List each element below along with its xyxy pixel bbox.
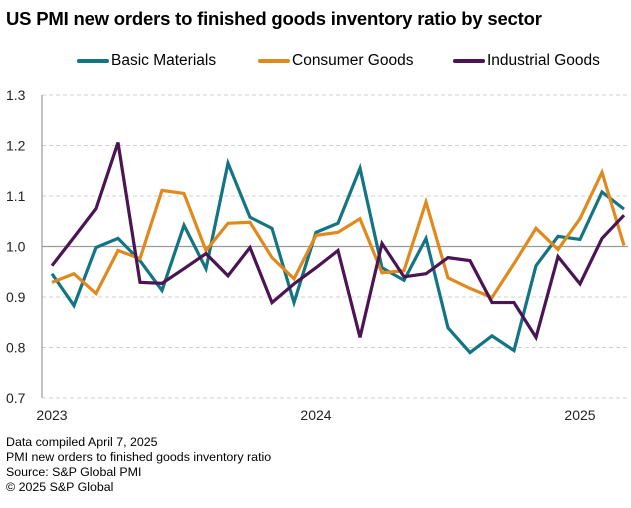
y-tick-label: 1.1 <box>6 188 26 204</box>
legend-swatch-consumer-goods <box>258 59 290 63</box>
legend-label-basic-materials: Basic Materials <box>111 52 217 69</box>
chart-title: US PMI new orders to finished goods inve… <box>6 8 542 29</box>
series-line-industrial-goods <box>50 141 626 342</box>
series-line-consumer-goods <box>51 167 626 300</box>
legend-label-consumer-goods: Consumer Goods <box>292 52 414 69</box>
footer-copyright: © 2025 S&P Global <box>6 480 114 494</box>
y-tick-label: 0.7 <box>6 390 26 406</box>
footer-notes: Data compiled April 7, 2025 PMI new orde… <box>6 435 271 495</box>
series-line-basic-materials <box>50 157 625 355</box>
y-tick-label: 1.3 <box>6 87 26 103</box>
legend-swatch-industrial-goods <box>453 59 485 63</box>
line-chart: 1.3 1.2 1.1 1.0 0.9 0.8 0.7 2023 2024 2025 <box>6 87 628 423</box>
y-tick-label: 0.9 <box>6 289 26 305</box>
legend-label-industrial-goods: Industrial Goods <box>487 52 600 69</box>
y-tick-label: 1.0 <box>6 239 26 255</box>
x-tick-label: 2024 <box>300 407 331 423</box>
y-tick-label: 1.2 <box>6 138 26 154</box>
series-lines <box>50 141 626 355</box>
legend-item-industrial-goods: Industrial Goods <box>453 52 600 70</box>
legend-swatch-basic-materials <box>77 59 109 63</box>
x-axis-ticks: 2023 2024 2025 <box>36 407 595 423</box>
y-axis-ticks: 1.3 1.2 1.1 1.0 0.9 0.8 0.7 <box>6 87 26 406</box>
y-tick-label: 0.8 <box>6 340 26 356</box>
footer-description: PMI new orders to finished goods invento… <box>6 450 272 464</box>
legend: Basic Materials Consumer Goods Industria… <box>0 52 631 72</box>
footer-source: Source: S&P Global PMI <box>6 465 142 479</box>
legend-item-basic-materials: Basic Materials <box>77 52 216 70</box>
footer-data-compiled: Data compiled April 7, 2025 <box>6 435 158 449</box>
x-tick-label: 2023 <box>36 407 67 423</box>
legend-item-consumer-goods: Consumer Goods <box>258 52 413 70</box>
x-tick-label: 2025 <box>564 407 595 423</box>
